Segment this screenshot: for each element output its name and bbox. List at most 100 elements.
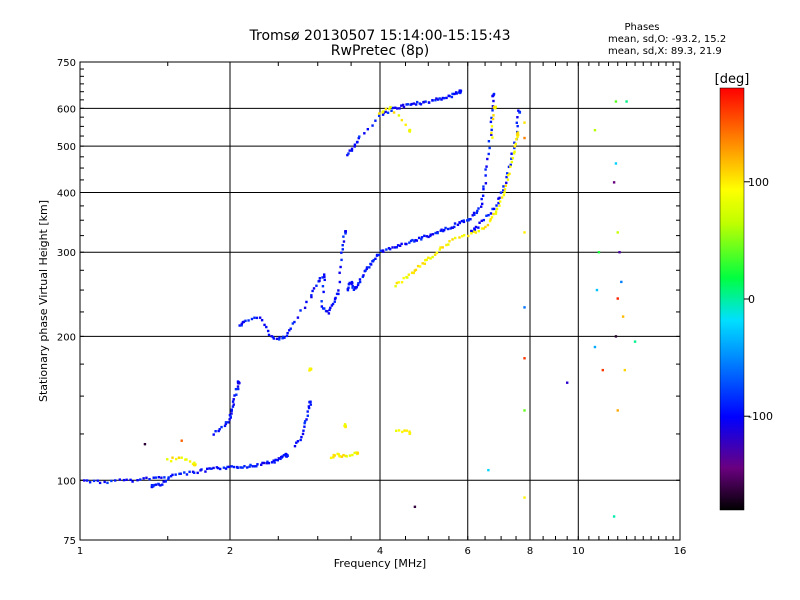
data-point: [512, 152, 516, 155]
data-point: [408, 241, 411, 244]
data-point: [226, 465, 229, 469]
data-point: [492, 105, 496, 109]
data-point: [281, 455, 284, 458]
data-point: [462, 220, 466, 224]
data-point: [400, 118, 404, 122]
data-point: [347, 286, 350, 289]
data-point: [489, 120, 493, 124]
colorbar: [719, 87, 745, 511]
data-point: [237, 387, 240, 391]
data-point: [125, 478, 128, 481]
data-point: [406, 276, 409, 279]
data-point: [421, 262, 424, 265]
data-point: [406, 103, 410, 106]
data-point: [401, 103, 405, 107]
data-point: [490, 116, 493, 120]
data-point: [523, 496, 526, 499]
data-point: [328, 308, 331, 312]
data-point: [142, 477, 145, 480]
data-point: [366, 127, 370, 131]
axis-ticks: 1 2 4 6 8 10 16 75 100 200 300 400 500 600 750: [57, 58, 686, 557]
data-point: [424, 258, 427, 262]
data-point: [353, 286, 357, 289]
data-point: [467, 218, 470, 221]
data-point: [215, 466, 219, 469]
data-point: [402, 105, 406, 109]
data-point: [333, 454, 337, 457]
data-point: [244, 319, 247, 323]
data-point: [358, 278, 362, 281]
data-point: [463, 234, 466, 237]
data-point: [255, 465, 258, 468]
stats-line-o: mean, sd,O: -93.2, 15.2: [608, 34, 726, 45]
data-point: [214, 429, 217, 433]
data-point: [305, 300, 308, 304]
data-point: [307, 406, 311, 410]
data-point: [429, 233, 432, 236]
data-point: [339, 265, 342, 269]
data-point: [166, 458, 169, 461]
data-point: [511, 156, 515, 160]
data-point: [394, 285, 397, 288]
data-point: [160, 476, 163, 479]
data-point: [473, 213, 476, 216]
data-point: [238, 324, 241, 327]
data-point: [487, 468, 490, 472]
data-point: [445, 96, 448, 100]
data-point: [466, 219, 469, 222]
data-point: [356, 451, 359, 455]
data-point: [279, 457, 282, 461]
data-point: [423, 234, 426, 238]
data-point: [477, 229, 480, 233]
data-point: [285, 453, 288, 456]
data-point: [303, 306, 307, 310]
data-point: [375, 253, 379, 257]
data-point: [339, 455, 342, 458]
data-point: [495, 207, 499, 211]
data-point: [490, 216, 494, 219]
data-point: [85, 479, 89, 482]
data-point: [320, 305, 324, 308]
data-point: [621, 315, 625, 318]
data-point: [515, 121, 518, 124]
data-point: [516, 124, 519, 128]
data-point: [322, 273, 326, 276]
data-point: [507, 173, 510, 177]
data-point: [427, 235, 430, 239]
data-point: [509, 163, 512, 167]
data-point: [293, 320, 296, 324]
data-point: [167, 477, 170, 481]
data-point: [425, 258, 428, 261]
data-point: [293, 444, 297, 448]
data-point: [185, 473, 189, 476]
data-point: [96, 479, 99, 482]
data-point: [451, 92, 454, 96]
data-point: [427, 101, 431, 104]
data-point: [262, 461, 266, 465]
data-point: [472, 211, 476, 215]
data-point: [440, 98, 443, 101]
data-point: [454, 236, 457, 240]
data-point: [152, 484, 155, 488]
data-point: [388, 247, 392, 251]
data-point: [614, 335, 618, 338]
data-point: [267, 461, 271, 465]
data-point: [489, 212, 493, 215]
data-point: [236, 380, 240, 383]
data-point: [458, 221, 461, 224]
data-point: [249, 463, 252, 467]
data-point: [231, 400, 235, 403]
data-point: [497, 201, 500, 205]
data-point: [445, 243, 448, 247]
data-point: [285, 334, 289, 338]
data-point: [424, 100, 427, 103]
data-point: [361, 275, 365, 279]
data-point: [243, 465, 246, 468]
data-point: [232, 403, 235, 406]
data-point: [224, 467, 228, 470]
data-point: [397, 114, 401, 117]
data-point: [480, 202, 484, 206]
data-point: [179, 472, 182, 475]
data-point: [492, 212, 495, 216]
data-point: [212, 466, 215, 470]
